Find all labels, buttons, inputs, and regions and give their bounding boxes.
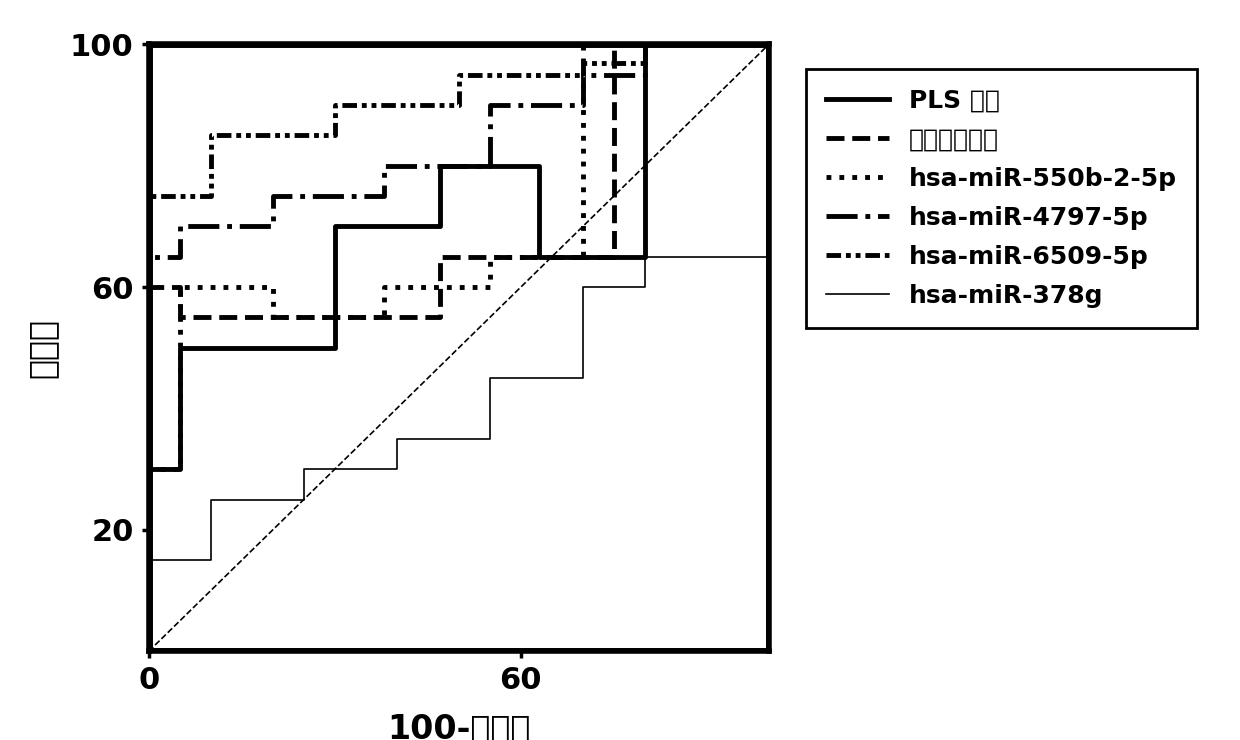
Y-axis label: 敏感性: 敏感性 [26,317,58,378]
Legend: PLS 模型, 表达量平均值, hsa-miR-550b-2-5p, hsa-miR-4797-5p, hsa-miR-6509-5p, hsa-miR-378: PLS 模型, 表达量平均值, hsa-miR-550b-2-5p, hsa-m… [806,69,1197,328]
X-axis label: 100-特异性: 100-特异性 [387,712,531,740]
